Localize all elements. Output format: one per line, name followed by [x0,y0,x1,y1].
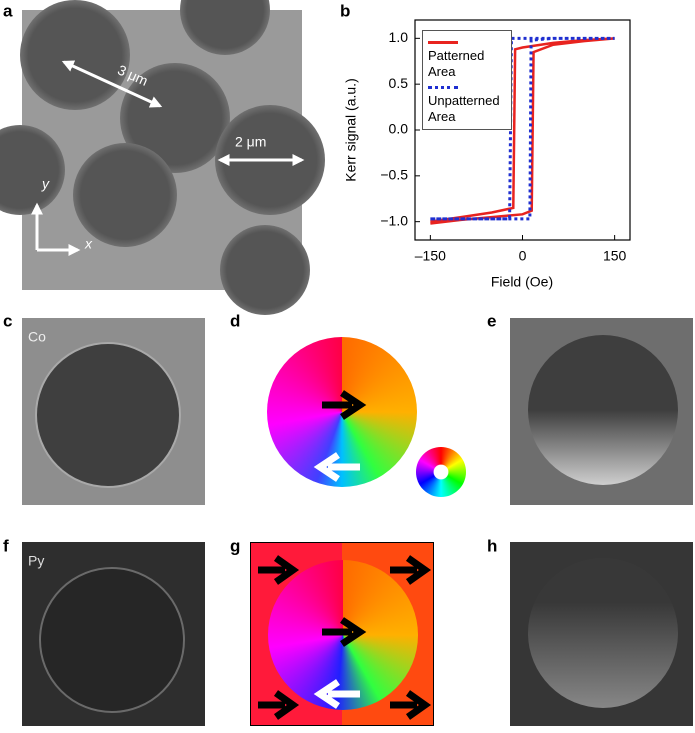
legend-label: Unpatterned Area [428,93,500,124]
legend-swatch [428,41,458,44]
legend-box: Patterned Area Unpatterned Area [422,30,512,130]
series-line [430,37,615,225]
panel-label: d [230,311,240,330]
series-line [430,36,615,221]
legend-label: Patterned Area [428,48,485,79]
material-label: Py [28,553,44,569]
disk [528,558,678,708]
micrograph-a [0,0,325,315]
y-tick-label: −0.5 [380,167,408,183]
arrow [322,390,367,420]
y-tick-label: 1.0 [389,29,409,45]
panel-label: c [3,311,12,330]
panel-label: h [487,536,497,555]
legend: Patterned Area Unpatterned Area [422,30,512,130]
axis-label: y [41,176,50,192]
y-tick-label: −1.0 [380,212,408,228]
arrow [313,452,360,482]
x-tick-label: –150 [415,248,446,264]
x-tick-label: 0 [519,248,527,264]
arrows [258,555,432,720]
axis-label: x [84,236,93,252]
disk [39,567,185,713]
y-axis-label: Kerr signal (a.u.) [343,78,359,181]
color-wheel [416,447,466,497]
legend-swatch [428,86,458,89]
panel-label: b [340,1,350,20]
magnetization-map [267,337,417,487]
panel-label: e [487,311,496,330]
x-axis-label: Field (Oe) [491,274,553,290]
arrow [313,679,360,709]
scale-label: 2 μm [235,134,266,150]
disk [35,342,181,488]
panel-label: f [3,536,9,555]
y-tick-label: 0.5 [389,75,409,91]
y-tick-label: 0.0 [389,121,409,137]
panel-label: g [230,536,240,555]
x-tick-label: 150 [603,248,627,264]
panel-label: a [3,1,13,20]
disk [528,335,678,485]
material-label: Co [28,329,46,345]
